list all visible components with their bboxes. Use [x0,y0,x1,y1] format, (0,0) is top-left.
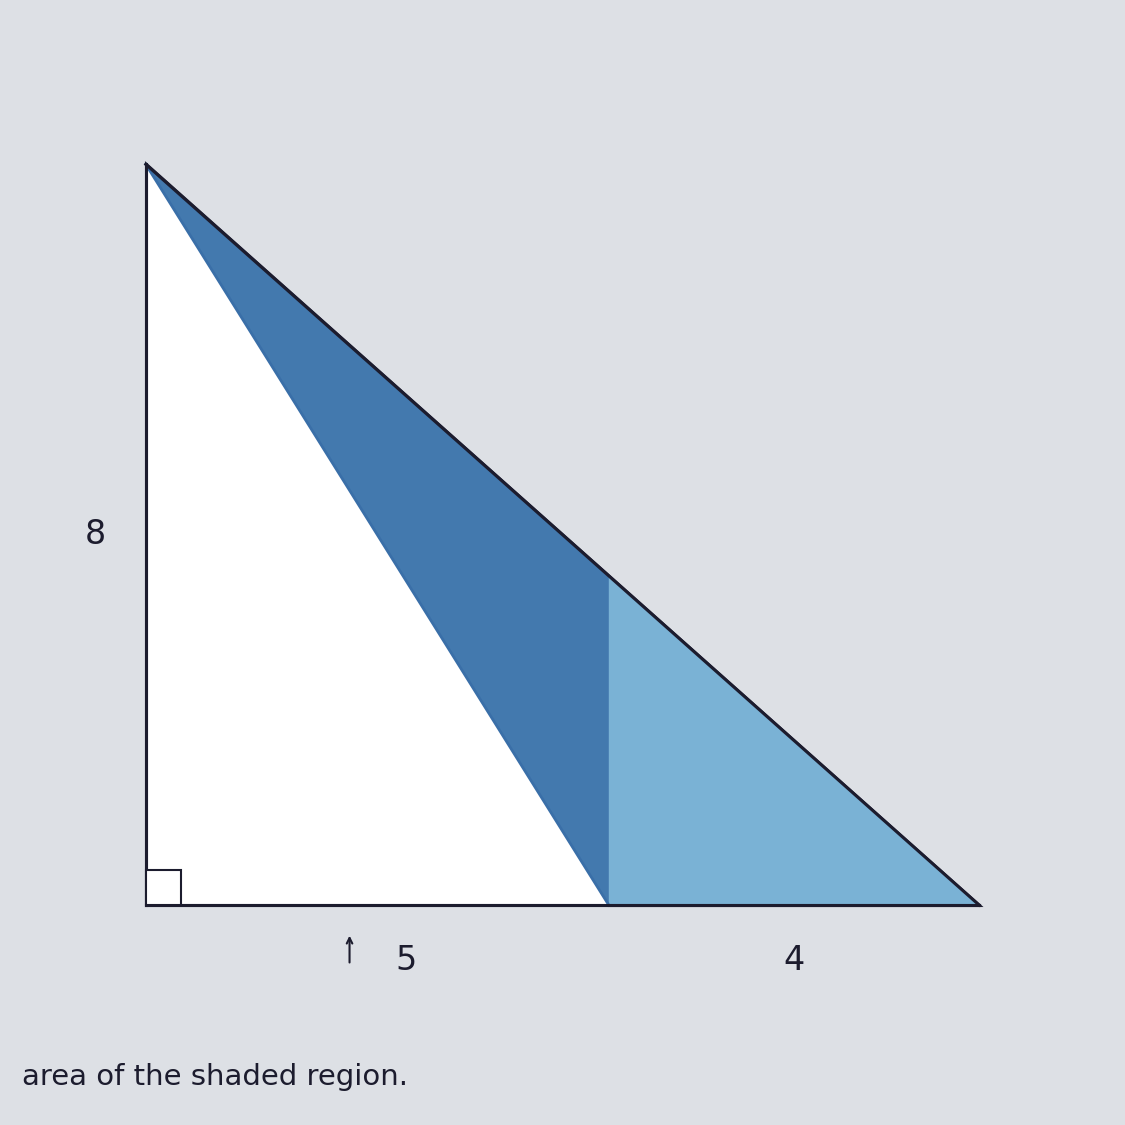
Text: area of the shaded region.: area of the shaded region. [22,1063,408,1091]
Polygon shape [146,164,609,906]
Text: 8: 8 [84,519,106,551]
Text: 5: 5 [396,944,417,978]
Polygon shape [146,164,979,906]
Text: 4: 4 [783,944,804,978]
Polygon shape [146,164,979,906]
Bar [146,870,181,906]
